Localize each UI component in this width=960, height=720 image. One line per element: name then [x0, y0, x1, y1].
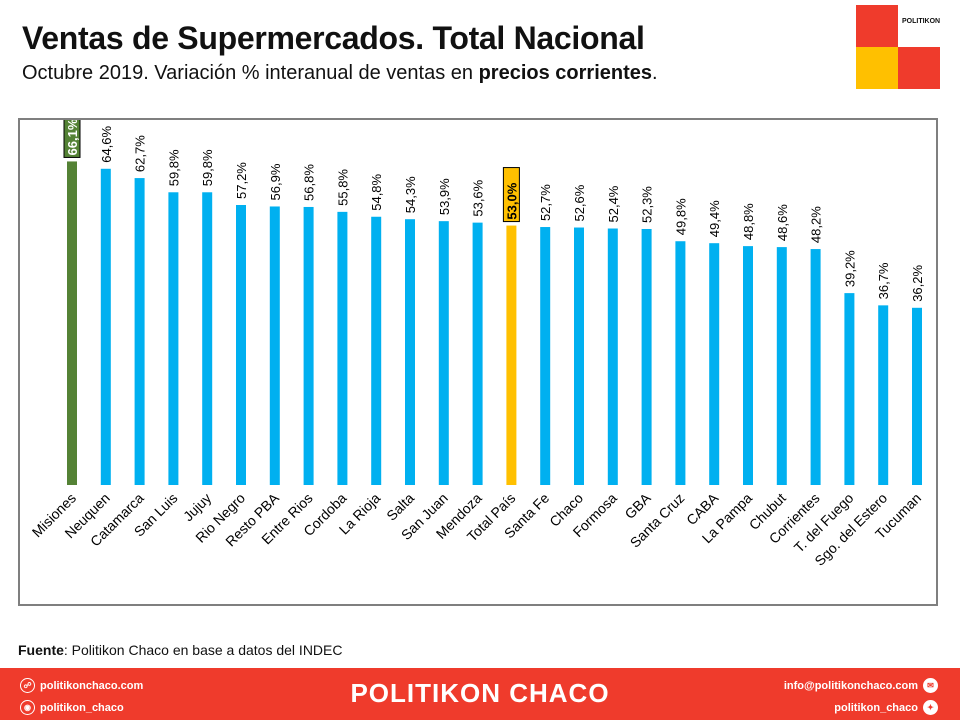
politikon-logo: POLITIKON [856, 5, 940, 89]
page-subtitle: Octubre 2019. Variación % interanual de … [22, 62, 658, 85]
data-label: 36,7% [876, 262, 891, 299]
footer-instagram-text: politikon_chaco [40, 701, 124, 714]
bar [810, 249, 821, 485]
bar [540, 227, 551, 485]
bar [743, 246, 753, 485]
subtitle-bold: precios corrientes [478, 62, 653, 84]
footer-web-text: politikonchaco.com [40, 679, 144, 692]
data-label: 59,8% [166, 149, 181, 186]
bar [371, 216, 382, 485]
data-label: 48,8% [741, 203, 756, 240]
bar [438, 221, 449, 486]
bar [506, 225, 517, 485]
footer-instagram[interactable]: ◉ politikon_chaco [20, 700, 124, 715]
data-label: 55,8% [335, 169, 350, 206]
data-label: 62,7% [133, 135, 148, 172]
data-label: 39,2% [842, 250, 857, 287]
subtitle-suffix: . [652, 62, 658, 84]
data-label: 53,6% [471, 179, 486, 216]
bar [405, 219, 415, 485]
bar [303, 206, 314, 485]
bar [776, 247, 787, 485]
bar [709, 243, 720, 485]
twitter-icon: ✦ [923, 700, 938, 715]
footer-brand: POLITIKON CHACO [350, 678, 610, 708]
data-label: 52,6% [572, 184, 587, 221]
data-label: 52,3% [640, 186, 655, 223]
data-label: 49,8% [673, 198, 688, 235]
data-label: 49,4% [707, 200, 722, 237]
data-label: 48,2% [809, 206, 824, 243]
data-label: 57,2% [234, 162, 249, 199]
source-label: Fuente [18, 642, 64, 658]
data-label-box [63, 120, 81, 158]
chart-frame: 66,1% Misiones 64,6% Neuquen 62,7% Catamarca 5… [18, 118, 938, 606]
email-icon: ✉ [923, 678, 938, 693]
footer-email[interactable]: info@politikonchaco.com ✉ [784, 678, 938, 693]
data-label: 59,8% [200, 149, 215, 186]
bar [607, 228, 618, 485]
bar [675, 241, 686, 485]
data-label: 52,7% [538, 184, 553, 221]
bar [168, 192, 179, 485]
footer-bar: ☍ politikonchaco.com ◉ politikon_chaco P… [0, 668, 960, 720]
data-label: 64,6% [99, 125, 114, 162]
data-label: 54,8% [369, 173, 384, 210]
logo-square-red [856, 5, 898, 47]
data-label: 66,1% [65, 120, 80, 155]
globe-icon: ☍ [20, 678, 35, 693]
footer-twitter-text: politikon_chaco [834, 701, 918, 714]
bar [912, 307, 922, 485]
page-title: Ventas de Supermercados. Total Nacional [22, 20, 645, 56]
data-label-box [502, 167, 520, 223]
bar [202, 192, 213, 485]
bar [472, 222, 483, 485]
data-label: 53,0% [504, 182, 519, 219]
subtitle-prefix: Octubre 2019. Variación % interanual de … [22, 62, 479, 84]
bar [878, 305, 889, 485]
data-label: 48,6% [775, 204, 790, 241]
logo-square-yellow [856, 47, 898, 89]
bar [337, 211, 348, 485]
logo-text: POLITIKON [902, 18, 941, 25]
data-label: 36,2% [910, 264, 925, 301]
bar [844, 293, 855, 485]
bar [134, 178, 145, 485]
bar [641, 228, 652, 485]
data-label: 56,9% [268, 163, 283, 200]
data-label: 53,9% [437, 178, 452, 215]
bar-chart: 66,1%Misiones64,6%Neuquen62,7%Catamarca5… [29, 120, 925, 569]
data-label: 52,4% [606, 185, 621, 222]
footer-email-text: info@politikonchaco.com [783, 679, 918, 692]
bar [100, 168, 111, 485]
footer-twitter[interactable]: politikon_chaco ✦ [834, 700, 938, 715]
instagram-icon: ◉ [20, 700, 35, 715]
data-label: 54,3% [403, 176, 418, 213]
source-note: Fuente: Politikon Chaco en base a datos … [18, 642, 343, 658]
bar [574, 227, 584, 485]
bar [236, 205, 246, 486]
data-label: 56,8% [302, 164, 317, 201]
source-text: : Politikon Chaco en base a datos del IN… [63, 642, 343, 658]
bar [269, 206, 280, 486]
logo-square-red-2 [898, 47, 940, 89]
footer-web[interactable]: ☍ politikonchaco.com [20, 678, 143, 693]
logo-square-white [898, 5, 940, 47]
bar [67, 161, 77, 485]
